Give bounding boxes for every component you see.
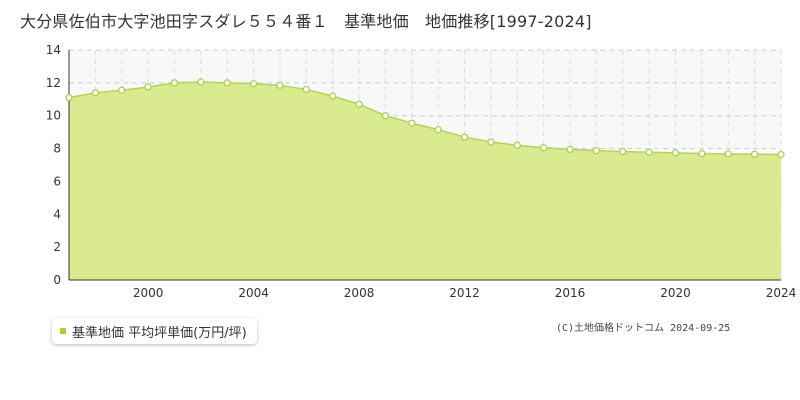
data-point xyxy=(302,85,310,94)
y-tick-label: 14 xyxy=(46,43,61,57)
data-point xyxy=(381,112,390,120)
data-point xyxy=(355,100,363,108)
data-point xyxy=(223,79,231,87)
y-tick-label: 6 xyxy=(53,174,61,188)
x-tick-label: 2012 xyxy=(449,286,480,300)
data-point xyxy=(197,78,205,86)
y-tick-label: 10 xyxy=(46,109,61,123)
data-point xyxy=(724,150,732,158)
legend-label: 基準地価 平均坪単価(万円/坪) xyxy=(72,325,247,341)
chart-title: 大分県佐伯市大字池田字スダレ５５４番１ 基準地価 地価推移[1997-2024] xyxy=(20,12,592,31)
area-series xyxy=(68,81,782,281)
data-point xyxy=(619,147,627,156)
y-tick-label: 2 xyxy=(53,240,61,254)
data-points xyxy=(65,78,785,159)
x-tick-label: 2020 xyxy=(660,286,691,300)
data-point xyxy=(592,146,601,155)
legend-marker-icon xyxy=(60,328,66,334)
data-point xyxy=(751,150,759,158)
data-point xyxy=(566,145,574,153)
data-point xyxy=(408,119,416,127)
x-tick-label: 2004 xyxy=(238,286,269,300)
data-point xyxy=(144,83,152,91)
y-tick-label: 4 xyxy=(53,207,61,221)
y-tick-label: 12 xyxy=(46,76,61,90)
y-tick-label: 0 xyxy=(53,273,61,287)
data-point xyxy=(698,149,706,158)
data-point xyxy=(276,81,284,89)
data-point xyxy=(487,138,495,146)
data-point xyxy=(118,86,126,94)
data-point xyxy=(645,148,653,156)
data-point xyxy=(513,141,521,149)
tick-labels: 0 2 4 6 8 10 12 14 2000 2004 2008 2012 2016 2020 2024 xyxy=(46,43,797,300)
series-area-fill xyxy=(69,82,781,281)
data-point xyxy=(540,144,548,152)
data-point xyxy=(777,150,785,159)
data-point xyxy=(170,79,179,87)
data-point xyxy=(329,92,337,100)
x-tick-label: 2000 xyxy=(133,286,164,300)
data-point xyxy=(249,80,258,88)
axes xyxy=(68,50,781,281)
x-tick-label: 2016 xyxy=(555,286,586,300)
data-point xyxy=(91,89,99,97)
x-tick-label: 2024 xyxy=(766,286,797,300)
copyright-text: (C)土地価格ドットコム 2024-09-25 xyxy=(556,323,731,334)
data-point xyxy=(65,94,73,102)
x-tick-label: 2008 xyxy=(344,286,375,300)
legend: 基準地価 平均坪単価(万円/坪) xyxy=(52,318,257,344)
y-tick-label: 8 xyxy=(53,142,61,156)
data-point xyxy=(460,133,469,141)
data-point xyxy=(671,149,680,157)
data-point xyxy=(434,126,442,134)
series-line xyxy=(68,81,782,156)
